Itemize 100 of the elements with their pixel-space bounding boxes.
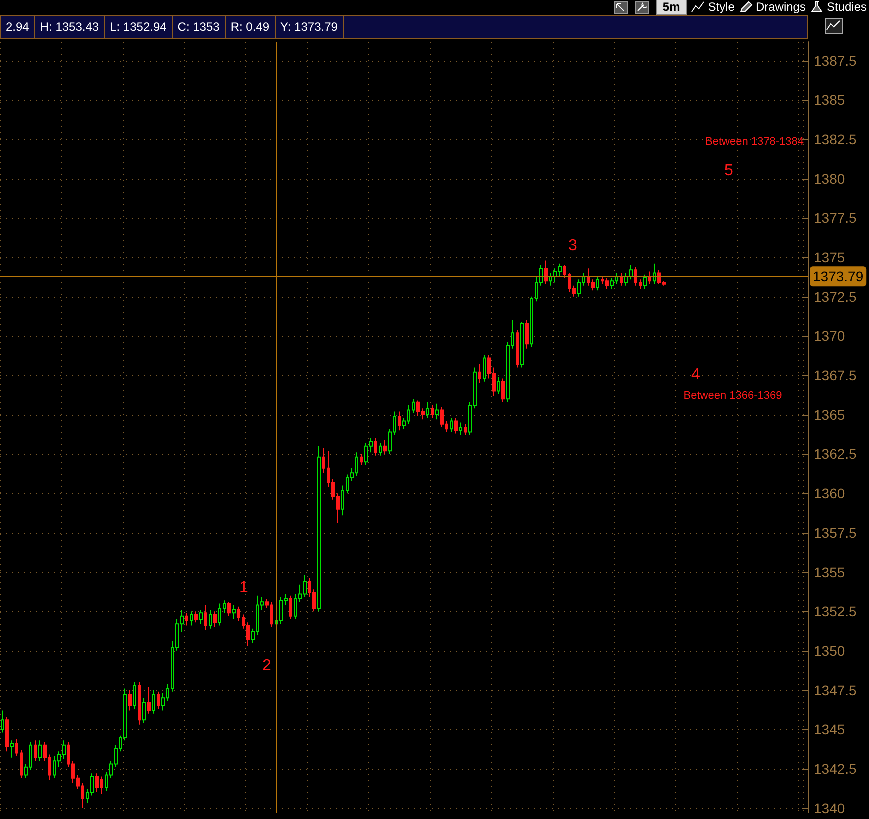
y-tick-label: 1347.5	[814, 682, 858, 698]
candlestick	[648, 271, 651, 285]
candlestick	[605, 278, 609, 290]
candlestick	[454, 418, 458, 434]
candlestick	[516, 329, 519, 368]
y-tick-label: 1385	[814, 92, 846, 108]
candlestick	[341, 485, 344, 516]
candlestick	[549, 272, 552, 286]
y-tick-label: 1350	[814, 642, 846, 659]
candlestick	[10, 740, 14, 758]
candlestick	[142, 698, 146, 724]
annotation: 2	[262, 658, 272, 674]
candlestick	[289, 595, 292, 620]
candlestick	[227, 602, 231, 617]
candlestick	[450, 418, 453, 433]
candlestick	[5, 716, 9, 752]
candlestick	[194, 611, 198, 624]
annotation: Between 1378-1384	[706, 136, 804, 148]
candlestick	[412, 398, 415, 414]
y-tick-label: 1367.5	[814, 368, 858, 384]
candlestick	[199, 610, 203, 625]
candlestick	[147, 686, 151, 714]
candlestick	[624, 272, 628, 286]
y-tick-label: 1345	[814, 722, 846, 738]
y-tick-label: 1352.5	[814, 604, 858, 620]
candlestick	[133, 682, 136, 710]
candlestick	[639, 279, 642, 290]
ref-line-label: 1373.79	[813, 268, 864, 285]
y-tick-label: 1377.5	[814, 210, 858, 226]
candlestick	[218, 603, 221, 626]
annotation: 3	[568, 238, 578, 254]
candlestick	[398, 411, 401, 432]
candlestick	[459, 422, 462, 436]
candlestick	[563, 264, 566, 279]
candlestick	[209, 610, 212, 630]
candlestick	[34, 740, 37, 762]
annotation: 4	[692, 366, 701, 384]
candlestick	[379, 442, 382, 456]
y-tick-label: 1387.5	[814, 52, 858, 69]
candlestick	[223, 600, 226, 614]
candlestick	[501, 378, 505, 403]
candlestick	[360, 454, 363, 466]
candlestick	[426, 402, 429, 419]
candlestick	[185, 612, 188, 626]
candlestick	[544, 260, 548, 285]
candlestick	[620, 272, 623, 286]
y-tick-label: 1380	[814, 170, 846, 187]
candlestick	[383, 440, 387, 455]
annotation: Between 1366-1369	[684, 390, 782, 402]
candlestick	[152, 690, 155, 714]
candlestick	[478, 364, 481, 384]
annotation: 5	[724, 162, 734, 180]
candlestick	[15, 738, 18, 757]
text: Y: 1373.79	[276, 16, 344, 38]
candlestick	[38, 740, 42, 762]
candlestick	[464, 424, 467, 436]
text: 5m	[656, 0, 688, 15]
y-tick-label: 1375	[814, 250, 846, 266]
y-tick-label: 1355	[814, 564, 846, 580]
candlestick	[530, 296, 533, 348]
y-tick-label: 1370	[814, 328, 846, 344]
candlestick	[157, 691, 160, 710]
candlestick	[610, 278, 614, 290]
candlestick	[138, 682, 141, 726]
text: R: 0.49	[226, 16, 276, 38]
candlestick	[596, 276, 599, 292]
candlestick	[525, 320, 529, 350]
candlestick	[520, 322, 524, 368]
candlestick	[95, 773, 99, 794]
candlestick	[317, 446, 321, 612]
text: L: 1352.94	[105, 16, 173, 38]
candlestick	[634, 266, 637, 286]
candlestick	[440, 406, 444, 428]
candlestick	[1, 710, 4, 734]
annotation: 1	[240, 580, 249, 596]
candlestick	[483, 354, 486, 382]
candlestick	[435, 403, 439, 420]
text: C: 1353	[172, 16, 226, 38]
y-tick-label: 1362.5	[814, 446, 858, 462]
y-tick-label: 1360	[814, 486, 846, 502]
y-tick-label: 1340	[814, 800, 846, 816]
candlestick	[20, 750, 23, 779]
candlestick	[374, 438, 377, 456]
text: Studies	[826, 0, 867, 14]
candlestick	[322, 447, 325, 474]
text: H: 1353.43	[35, 16, 106, 38]
candlestick	[237, 606, 240, 622]
text: Drawings	[756, 0, 806, 14]
text: 2.94	[1, 16, 36, 38]
text: Style	[708, 0, 735, 14]
candlestick	[128, 690, 132, 712]
candlestick	[232, 604, 236, 620]
candlestick	[497, 376, 500, 395]
y-tick-label: 1357.5	[814, 524, 858, 541]
candlestick	[213, 611, 217, 628]
y-tick-label: 1382.5	[814, 132, 858, 148]
candlestick	[190, 611, 193, 626]
y-tick-label: 1342.5	[814, 760, 858, 777]
candlestick	[629, 264, 633, 280]
candlestick	[643, 274, 647, 290]
